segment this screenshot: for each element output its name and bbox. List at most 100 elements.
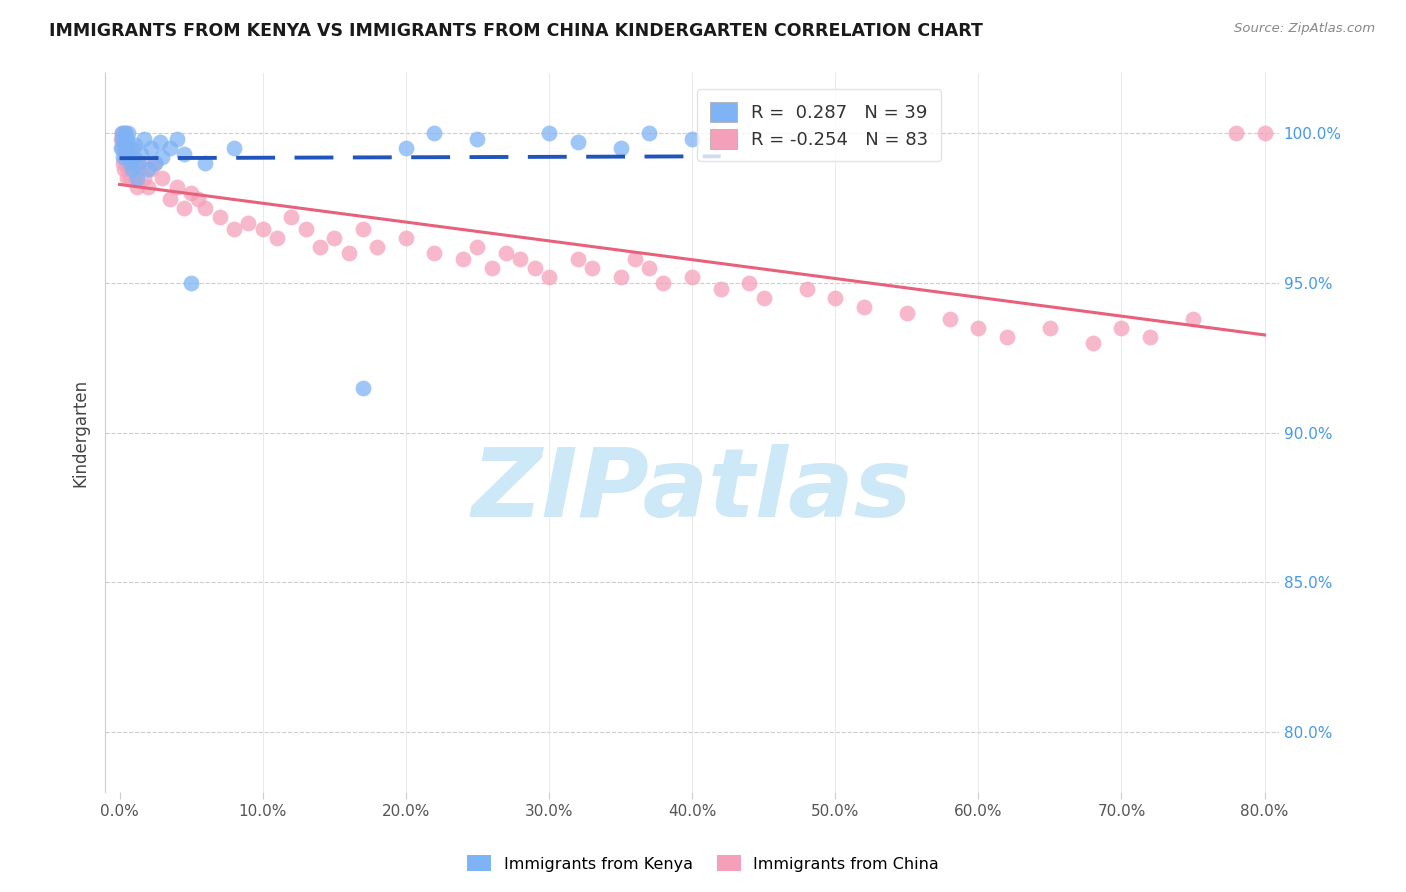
Point <box>194 201 217 215</box>
Point <box>710 282 733 296</box>
Point <box>114 141 136 155</box>
Point <box>609 141 631 155</box>
Point <box>132 170 155 185</box>
Point <box>938 311 960 326</box>
Point <box>159 141 181 155</box>
Point <box>111 132 134 146</box>
Point <box>222 222 245 236</box>
Point <box>194 156 217 170</box>
Point <box>117 156 139 170</box>
Point <box>132 132 155 146</box>
Point <box>681 132 703 146</box>
Point <box>173 201 195 215</box>
Point <box>352 381 374 395</box>
Point <box>166 132 188 146</box>
Point <box>110 141 132 155</box>
Point <box>280 210 302 224</box>
Point <box>238 216 260 230</box>
Point <box>423 245 446 260</box>
Point <box>173 147 195 161</box>
Point <box>166 179 188 194</box>
Point <box>1253 126 1275 140</box>
Point <box>752 291 775 305</box>
Point <box>222 141 245 155</box>
Point <box>149 135 172 149</box>
Point <box>111 126 134 140</box>
Point <box>652 276 675 290</box>
Point <box>115 132 138 146</box>
Text: IMMIGRANTS FROM KENYA VS IMMIGRANTS FROM CHINA KINDERGARTEN CORRELATION CHART: IMMIGRANTS FROM KENYA VS IMMIGRANTS FROM… <box>49 22 983 40</box>
Point <box>120 141 142 155</box>
Point <box>124 170 146 185</box>
Point <box>309 240 332 254</box>
Point <box>495 245 517 260</box>
Point <box>481 260 503 275</box>
Point <box>366 240 388 254</box>
Point <box>111 141 134 155</box>
Point <box>1039 320 1062 334</box>
Point <box>509 252 531 266</box>
Legend: Immigrants from Kenya, Immigrants from China: Immigrants from Kenya, Immigrants from C… <box>458 847 948 880</box>
Point <box>638 260 661 275</box>
Text: Source: ZipAtlas.com: Source: ZipAtlas.com <box>1234 22 1375 36</box>
Point <box>208 210 231 224</box>
Point <box>624 252 647 266</box>
Point <box>581 260 603 275</box>
Point <box>139 161 162 176</box>
Point <box>124 137 146 152</box>
Point <box>152 170 174 185</box>
Point <box>121 161 143 176</box>
Point <box>337 245 360 260</box>
Point <box>180 186 202 200</box>
Point <box>120 156 142 170</box>
Point <box>125 179 148 194</box>
Legend: R =  0.287   N = 39, R = -0.254   N = 83: R = 0.287 N = 39, R = -0.254 N = 83 <box>697 89 941 161</box>
Point <box>121 141 143 155</box>
Point <box>567 252 589 266</box>
Point <box>1182 311 1205 326</box>
Point <box>118 170 141 185</box>
Point <box>796 282 818 296</box>
Point <box>122 156 145 170</box>
Point <box>117 126 139 140</box>
Point <box>352 222 374 236</box>
Point <box>129 156 152 170</box>
Point <box>896 306 918 320</box>
Y-axis label: Kindergarten: Kindergarten <box>72 378 89 487</box>
Point <box>537 269 560 284</box>
Point <box>110 132 132 146</box>
Point <box>115 170 138 185</box>
Point <box>129 147 152 161</box>
Point <box>1225 126 1247 140</box>
Point <box>125 170 148 185</box>
Point <box>995 329 1018 343</box>
Point <box>136 179 159 194</box>
Point <box>1081 335 1104 350</box>
Point <box>112 135 135 149</box>
Point <box>252 222 274 236</box>
Point <box>266 231 288 245</box>
Point <box>824 291 846 305</box>
Point <box>467 132 489 146</box>
Point <box>114 126 136 140</box>
Point <box>423 126 446 140</box>
Point <box>323 231 346 245</box>
Point <box>537 126 560 140</box>
Point <box>609 269 631 284</box>
Point <box>118 156 141 170</box>
Text: ZIPatlas: ZIPatlas <box>472 443 912 537</box>
Point <box>523 260 546 275</box>
Point <box>120 161 142 176</box>
Point <box>681 269 703 284</box>
Point <box>118 147 141 161</box>
Point <box>115 147 138 161</box>
Point <box>1139 329 1161 343</box>
Point <box>143 156 166 170</box>
Point <box>114 150 136 164</box>
Point <box>127 161 149 176</box>
Point <box>967 320 990 334</box>
Point <box>112 150 135 164</box>
Point <box>159 192 181 206</box>
Point <box>111 126 134 140</box>
Point <box>127 156 149 170</box>
